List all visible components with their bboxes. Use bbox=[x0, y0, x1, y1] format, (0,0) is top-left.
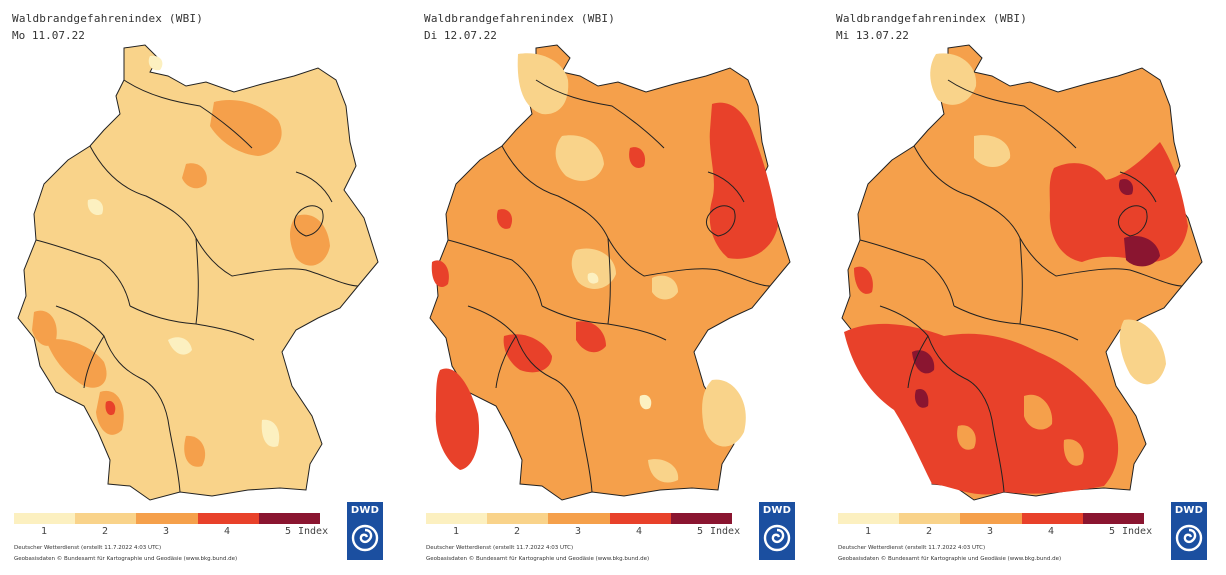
footer-credit: Deutscher Wetterdienst (erstellt 11.7.20… bbox=[838, 545, 986, 551]
legend-swatch-1 bbox=[426, 513, 488, 524]
state-borders-mon bbox=[35, 79, 359, 493]
legend-swatch-3 bbox=[960, 513, 1022, 524]
legend-label-1: 1 bbox=[453, 526, 460, 537]
swirl-icon bbox=[763, 524, 791, 552]
legend-label-1: 1 bbox=[41, 526, 48, 537]
legend-label-5: 5 bbox=[285, 526, 292, 537]
footer-geodata: Geobasisdaten © Bundesamt für Kartograph… bbox=[426, 556, 650, 562]
legend-swatch-4 bbox=[609, 513, 671, 524]
legend-label-4: 4 bbox=[636, 526, 643, 537]
dwd-logo: DWD bbox=[759, 502, 795, 560]
legend-swatch-1 bbox=[838, 513, 900, 524]
legend-unit: Index bbox=[298, 526, 329, 537]
map-panel-tue: Waldbrandgefahrenindex (WBI) Di 12.07.22 bbox=[412, 0, 820, 575]
map-panel-mon: Waldbrandgefahrenindex (WBI) Mo 11.07.22 bbox=[0, 0, 408, 575]
footer-credit: Deutscher Wetterdienst (erstellt 11.7.20… bbox=[14, 545, 162, 551]
legend-label-5: 5 bbox=[1109, 526, 1116, 537]
dwd-logo: DWD bbox=[347, 502, 383, 560]
legend-swatch-5 bbox=[258, 513, 321, 524]
legend-swatch-2 bbox=[899, 513, 961, 524]
legend-labels: 1 2 3 4 5 Index bbox=[838, 524, 1168, 538]
logo-text: DWD bbox=[1174, 505, 1204, 516]
legend-label-4: 4 bbox=[224, 526, 231, 537]
panel-title: Waldbrandgefahrenindex (WBI) bbox=[836, 12, 1028, 25]
footer-geodata: Geobasisdaten © Bundesamt für Kartograph… bbox=[838, 556, 1062, 562]
panel-date: Di 12.07.22 bbox=[424, 29, 497, 42]
legend-label-5: 5 bbox=[697, 526, 704, 537]
legend-swatch-1 bbox=[14, 513, 76, 524]
footer-geodata: Geobasisdaten © Bundesamt für Kartograph… bbox=[14, 556, 238, 562]
legend-unit: Index bbox=[710, 526, 741, 537]
logo-text: DWD bbox=[762, 505, 792, 516]
state-borders-tue bbox=[447, 79, 771, 493]
legend-swatch-5 bbox=[670, 513, 733, 524]
legend-color-bar bbox=[14, 513, 321, 524]
legend-label-2: 2 bbox=[514, 526, 521, 537]
legend-label-4: 4 bbox=[1048, 526, 1055, 537]
legend-label-2: 2 bbox=[102, 526, 109, 537]
legend-swatch-3 bbox=[136, 513, 198, 524]
legend-swatch-4 bbox=[1021, 513, 1083, 524]
legend-label-3: 3 bbox=[987, 526, 994, 537]
legend-label-3: 3 bbox=[163, 526, 170, 537]
germany-fire-index-map bbox=[841, 44, 1203, 501]
germany-fire-index-map bbox=[429, 44, 791, 501]
legend-swatch-4 bbox=[197, 513, 259, 524]
state-borders-wed bbox=[859, 79, 1183, 493]
swirl-icon bbox=[351, 524, 379, 552]
legend-unit: Index bbox=[1122, 526, 1153, 537]
legend-color-bar bbox=[838, 513, 1145, 524]
panel-date: Mi 13.07.22 bbox=[836, 29, 909, 42]
legend-color-bar bbox=[426, 513, 733, 524]
legend-label-3: 3 bbox=[575, 526, 582, 537]
legend-labels: 1 2 3 4 5 Index bbox=[14, 524, 344, 538]
panel-date: Mo 11.07.22 bbox=[12, 29, 85, 42]
germany-fire-index-map bbox=[17, 44, 379, 501]
legend-swatch-3 bbox=[548, 513, 610, 524]
dwd-logo: DWD bbox=[1171, 502, 1207, 560]
legend-label-2: 2 bbox=[926, 526, 933, 537]
logo-text: DWD bbox=[350, 505, 380, 516]
swirl-icon bbox=[1175, 524, 1203, 552]
legend-labels: 1 2 3 4 5 Index bbox=[426, 524, 756, 538]
map-panel-wed: Waldbrandgefahrenindex (WBI) Mi 13.07.22 bbox=[824, 0, 1226, 575]
panel-title: Waldbrandgefahrenindex (WBI) bbox=[424, 12, 616, 25]
legend-swatch-2 bbox=[487, 513, 549, 524]
legend-label-1: 1 bbox=[865, 526, 872, 537]
legend-swatch-2 bbox=[75, 513, 137, 524]
panel-title: Waldbrandgefahrenindex (WBI) bbox=[12, 12, 204, 25]
footer-credit: Deutscher Wetterdienst (erstellt 11.7.20… bbox=[426, 545, 574, 551]
legend-swatch-5 bbox=[1082, 513, 1145, 524]
